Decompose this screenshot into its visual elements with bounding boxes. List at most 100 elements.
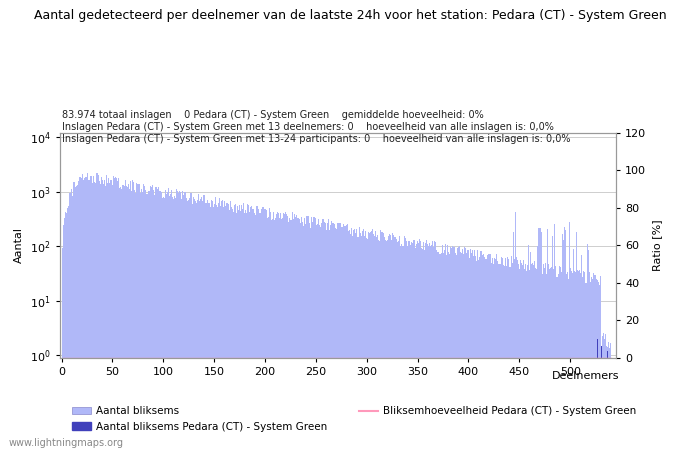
Bar — [550, 268, 552, 450]
Bar — [463, 254, 464, 450]
Bar — [392, 233, 393, 450]
Bar — [358, 237, 359, 450]
Bar — [226, 202, 227, 450]
Bar — [92, 176, 94, 450]
Bar — [64, 217, 65, 450]
Bar — [359, 227, 360, 450]
Bar — [522, 265, 523, 450]
Bar — [564, 228, 565, 450]
Bar — [590, 282, 591, 450]
Bar — [185, 192, 186, 450]
Bar — [287, 216, 288, 450]
Bar — [339, 223, 340, 450]
Bar — [458, 246, 460, 450]
Bar — [353, 230, 354, 450]
Bar — [248, 204, 249, 450]
Bar — [554, 224, 556, 450]
Bar — [368, 233, 370, 450]
Bar — [303, 226, 304, 450]
Bar — [272, 212, 274, 450]
Bar — [545, 263, 546, 450]
Bar — [207, 203, 209, 450]
Bar — [282, 217, 283, 450]
Bar — [288, 222, 289, 450]
Bar — [190, 194, 191, 450]
Bar — [363, 229, 364, 450]
Bar — [419, 239, 420, 450]
Bar — [531, 264, 532, 450]
Bar — [408, 241, 409, 450]
Bar — [298, 218, 299, 450]
Bar — [473, 256, 474, 450]
Bar — [262, 207, 263, 450]
Bar — [447, 252, 449, 450]
Bar — [528, 245, 529, 450]
Bar — [520, 260, 521, 450]
Bar — [119, 188, 120, 450]
Bar — [162, 198, 163, 450]
Bar — [370, 232, 371, 450]
Bar — [444, 244, 446, 450]
Bar — [98, 175, 99, 450]
Bar — [341, 227, 342, 450]
Bar — [297, 218, 298, 450]
Bar — [195, 202, 196, 450]
Bar — [174, 196, 175, 450]
Bar — [565, 230, 566, 450]
Bar — [599, 285, 600, 450]
Bar — [325, 223, 326, 450]
Bar — [483, 254, 484, 450]
Bar — [354, 230, 355, 450]
Bar — [602, 336, 603, 450]
Bar — [216, 205, 217, 450]
Bar — [534, 261, 535, 450]
Bar — [596, 279, 597, 450]
Bar — [157, 189, 158, 450]
Bar — [251, 206, 252, 450]
Bar — [158, 187, 159, 450]
Bar — [424, 251, 425, 450]
Bar — [232, 209, 233, 450]
Bar — [155, 187, 157, 450]
Bar — [67, 208, 68, 450]
Bar — [427, 244, 428, 450]
Bar — [568, 222, 570, 450]
Bar — [365, 231, 366, 450]
Bar — [247, 204, 248, 450]
Bar — [512, 232, 514, 450]
Bar — [510, 267, 511, 450]
Bar — [66, 212, 67, 450]
Bar — [543, 264, 545, 450]
Bar — [487, 255, 489, 450]
Bar — [118, 178, 119, 450]
Bar — [130, 181, 131, 450]
Bar — [263, 207, 265, 450]
Bar — [422, 249, 423, 450]
Bar — [168, 188, 169, 450]
Bar — [469, 258, 470, 450]
Bar — [337, 223, 339, 450]
Text: Deelnemers: Deelnemers — [552, 371, 620, 381]
Bar — [389, 234, 390, 450]
Bar — [267, 217, 269, 450]
Bar — [561, 234, 563, 450]
Bar — [193, 198, 195, 450]
Bar — [344, 226, 345, 450]
Bar — [595, 275, 596, 450]
Bar — [391, 240, 392, 450]
Text: www.lightningmaps.org: www.lightningmaps.org — [8, 438, 123, 448]
Bar — [65, 212, 66, 450]
Bar — [292, 212, 293, 450]
Bar — [117, 181, 118, 450]
Bar — [548, 264, 550, 450]
Bar — [410, 245, 411, 450]
Bar — [416, 244, 417, 450]
Bar — [438, 252, 440, 450]
Bar — [63, 225, 64, 450]
Bar — [246, 213, 247, 450]
Bar — [494, 258, 496, 450]
Bar — [189, 198, 190, 450]
Bar — [245, 210, 246, 450]
Bar — [172, 197, 173, 450]
Bar — [146, 194, 148, 450]
